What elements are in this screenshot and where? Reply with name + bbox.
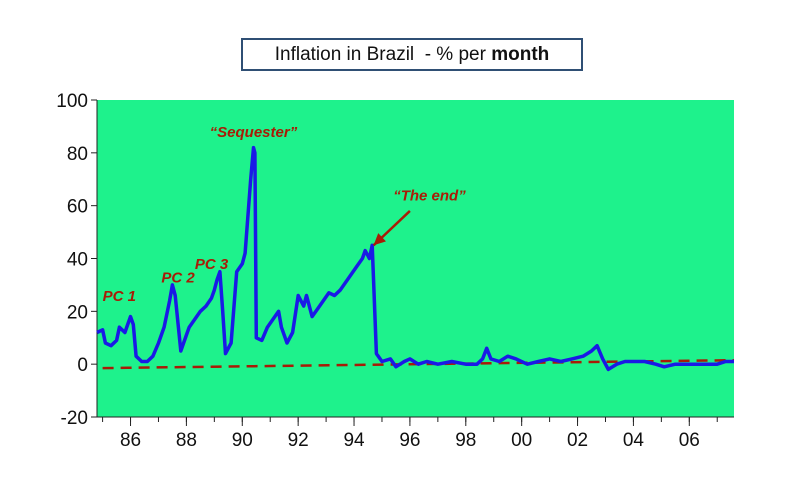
annotation-label: PC 3: [195, 256, 229, 273]
chart-title-prefix: Inflation in Brazil - % per: [274, 43, 492, 65]
annotation-label: PC 2: [161, 269, 195, 286]
chart-title: Inflation in Brazil - % per month: [241, 38, 583, 71]
annotation-arrow-head: [373, 233, 386, 246]
annotation-label: “Sequester”: [210, 124, 298, 141]
y-tick-label: -20: [61, 408, 88, 429]
x-tick-label: 86: [120, 430, 141, 451]
x-tick-label: 96: [399, 430, 420, 451]
y-tick-label: 20: [67, 302, 88, 323]
annotation-label: PC 1: [103, 288, 136, 305]
inflation-line: [96, 145, 734, 372]
series-layer: [96, 145, 735, 372]
y-tick-label: 0: [77, 355, 88, 376]
y-tick-label: 60: [67, 197, 88, 218]
x-tick-label: 98: [455, 430, 476, 451]
axes: [91, 99, 734, 426]
x-tick-label: 94: [343, 430, 365, 451]
x-tick-label: 88: [176, 430, 197, 451]
x-tick-label: 90: [232, 430, 253, 451]
x-tick-label: 04: [623, 430, 645, 451]
chart-title-emphasis: month: [491, 43, 550, 65]
tick-labels: 100 80 60 40 20 0 -20 86 88 90 92 94 96 98 00 02 04 06: [56, 91, 700, 451]
annotation-label: “The end”: [393, 187, 466, 204]
y-tick-label: 100: [56, 91, 88, 112]
x-tick-label: 02: [567, 430, 588, 451]
x-tick-label: 92: [288, 430, 309, 451]
y-tick-label: 80: [67, 144, 88, 165]
x-tick-label: 06: [679, 430, 700, 451]
y-tick-label: 40: [67, 250, 88, 271]
x-tick-label: 00: [511, 430, 532, 451]
annotations: PC 1 PC 2PC 3 “Sequester” “The end”: [103, 124, 467, 305]
plot-area: [97, 100, 734, 417]
